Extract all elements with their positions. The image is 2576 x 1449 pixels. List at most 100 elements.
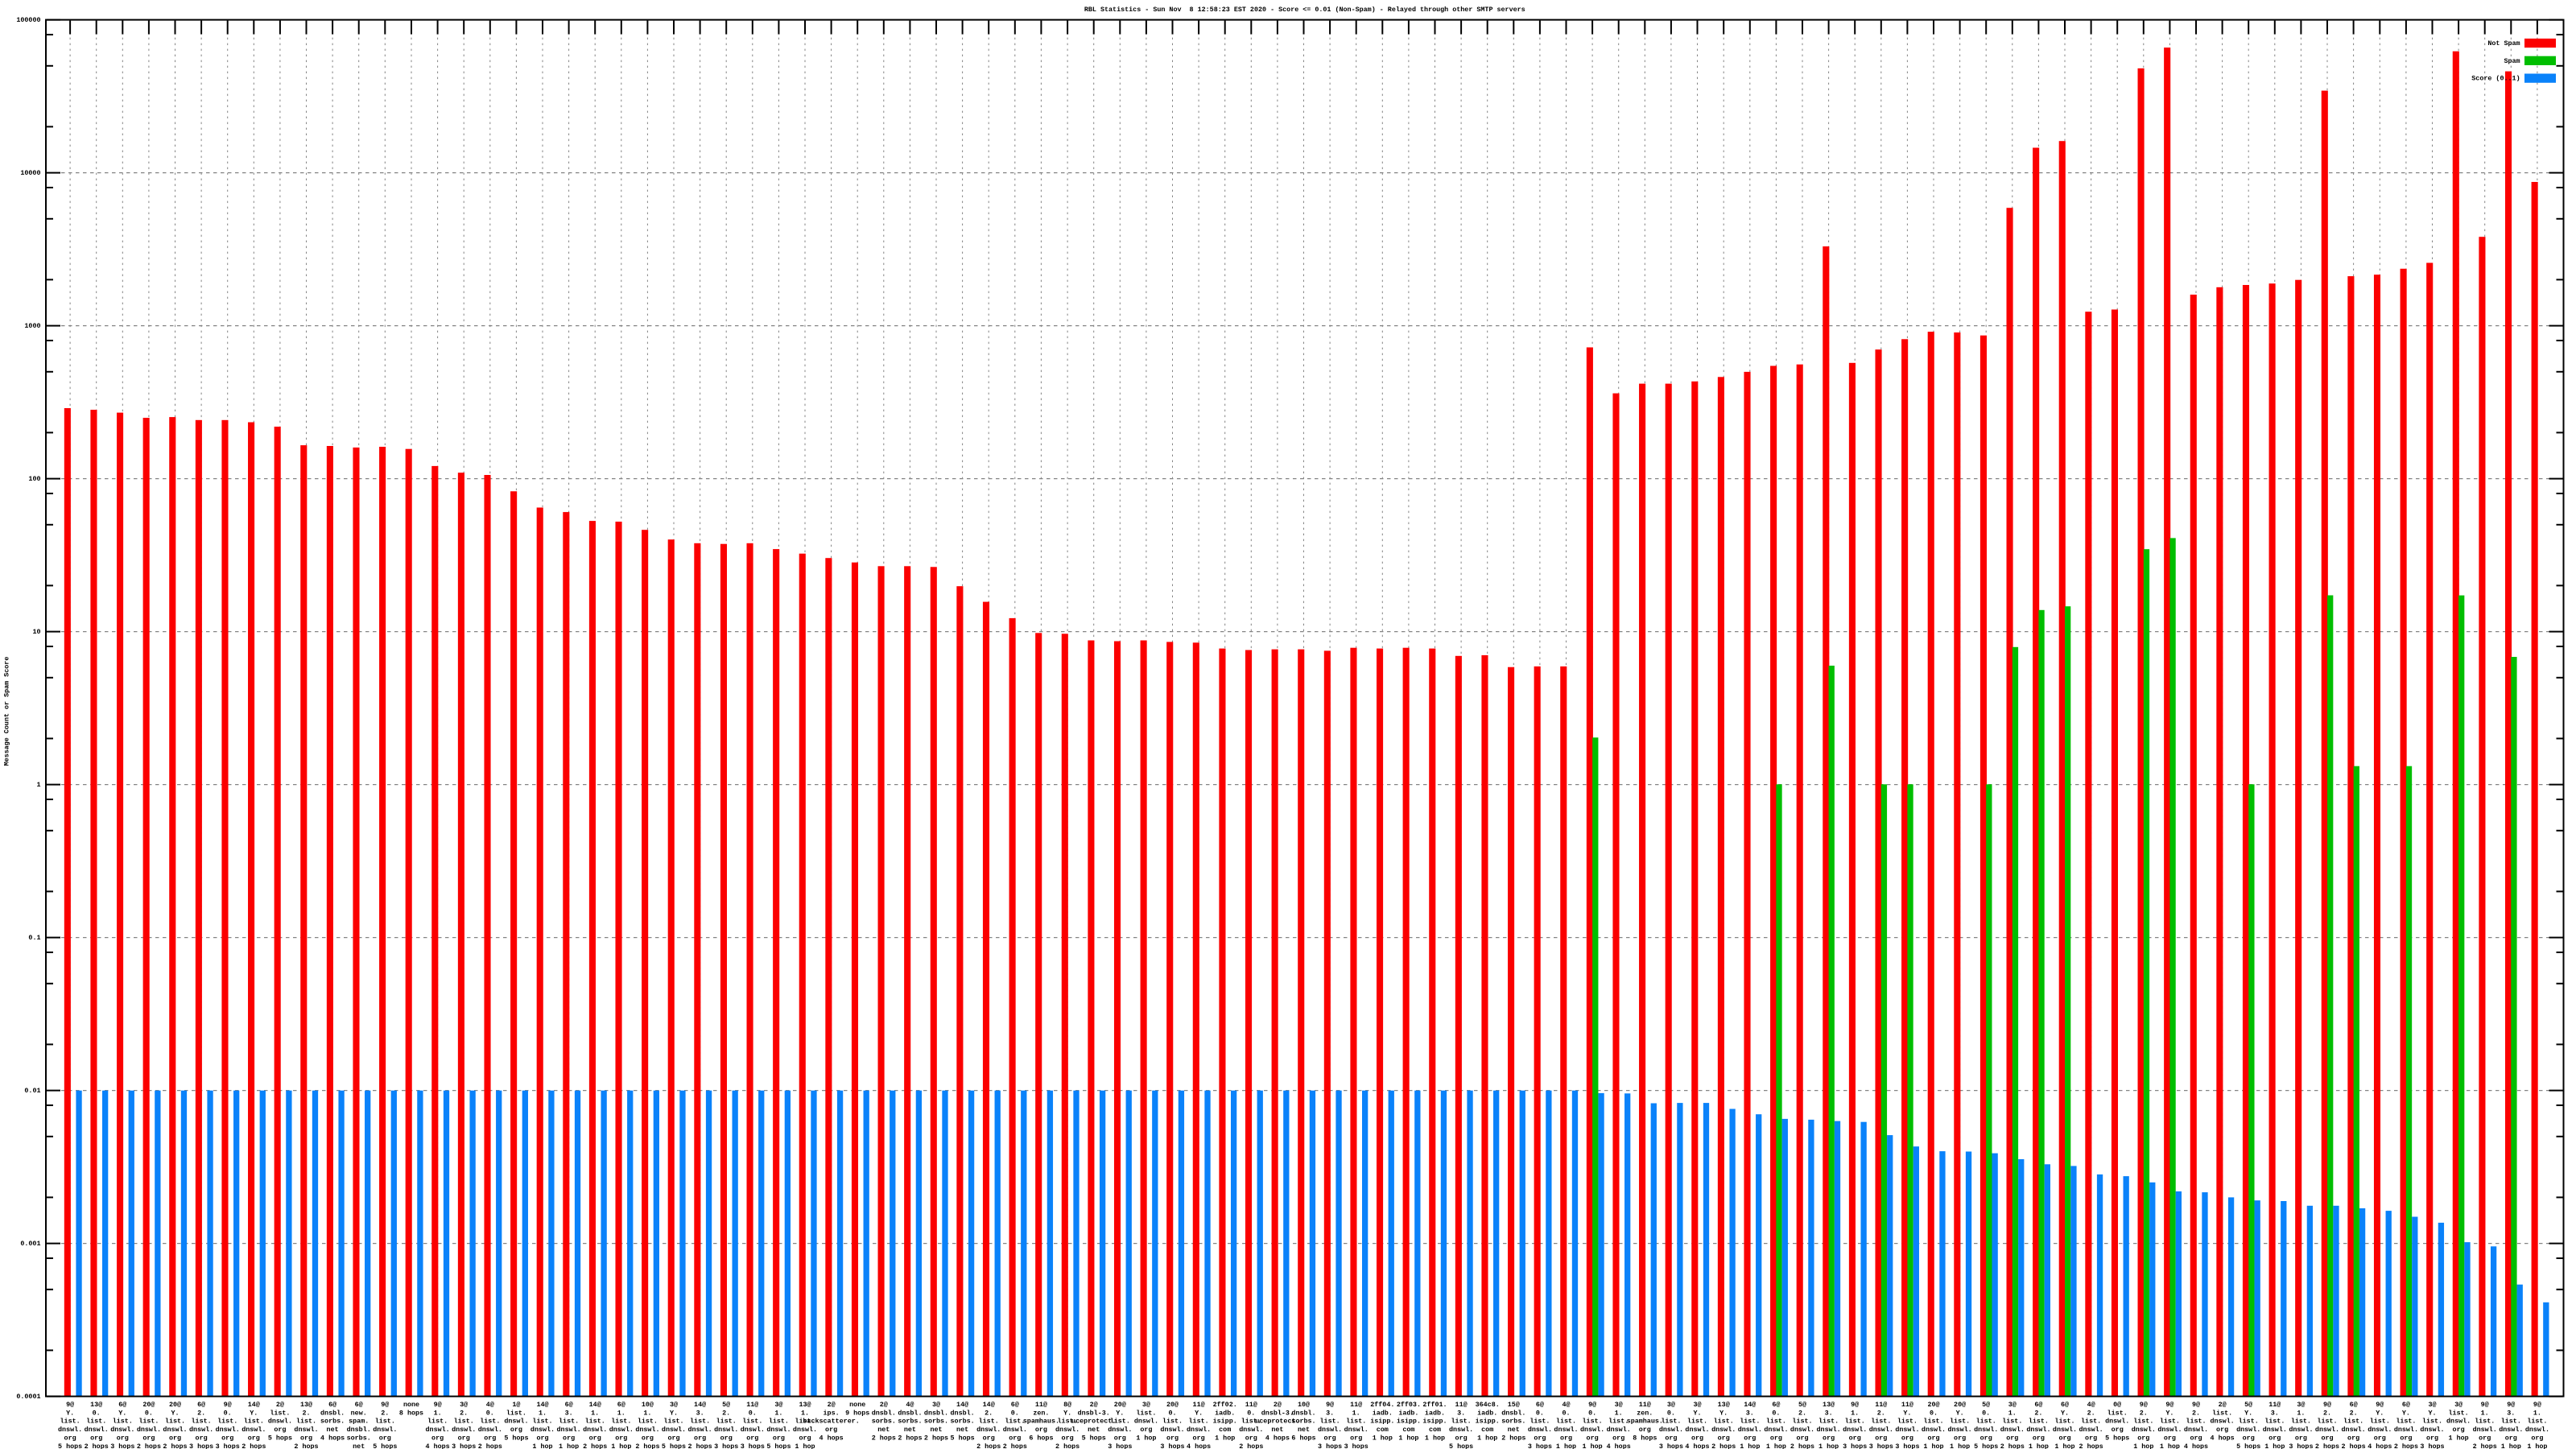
svg-text:dnswl.: dnswl. <box>1738 1426 1762 1434</box>
svg-text:0.: 0. <box>1772 1409 1780 1417</box>
svg-text:11@: 11@ <box>1245 1401 1257 1409</box>
svg-text:dnswl.: dnswl. <box>294 1426 318 1434</box>
svg-text:com: com <box>1429 1426 1441 1434</box>
svg-text:list.: list. <box>1058 1418 1078 1426</box>
svg-text:2 hops: 2 hops <box>635 1443 659 1449</box>
svg-text:dnswl.: dnswl. <box>137 1426 161 1434</box>
svg-text:13@: 13@ <box>300 1401 312 1409</box>
svg-text:6@: 6@ <box>2402 1401 2410 1409</box>
svg-text:list.: list. <box>795 1418 815 1426</box>
svg-text:net: net <box>1508 1426 1520 1434</box>
svg-text:org: org <box>694 1435 706 1443</box>
svg-text:dnswl.: dnswl. <box>1607 1426 1631 1434</box>
svg-text:3@: 3@ <box>1615 1401 1623 1409</box>
svg-text:2.: 2. <box>1798 1409 1806 1417</box>
svg-text:dnswl.: dnswl. <box>2525 1426 2549 1434</box>
svg-text:3 hops: 3 hops <box>216 1443 240 1449</box>
svg-text:com: com <box>1377 1426 1389 1434</box>
svg-text:9 hops: 9 hops <box>845 1409 869 1417</box>
svg-text:org: org <box>1954 1435 1966 1443</box>
svg-text:list.: list. <box>1818 1418 1839 1426</box>
svg-text:dnswl.: dnswl. <box>1344 1426 1368 1434</box>
svg-text:org: org <box>90 1435 102 1443</box>
svg-text:list.: list. <box>454 1418 474 1426</box>
svg-text:list.: list. <box>1556 1418 1576 1426</box>
svg-text:iadb.: iadb. <box>1425 1409 1445 1417</box>
svg-text:uceprotect.: uceprotect. <box>1255 1418 1299 1426</box>
svg-text:3.: 3. <box>2271 1409 2279 1417</box>
svg-text:Y.: Y. <box>1116 1409 1124 1417</box>
svg-text:5 hops: 5 hops <box>1449 1443 1473 1449</box>
svg-text:1.: 1. <box>1615 1409 1623 1417</box>
svg-text:net: net <box>1088 1426 1100 1434</box>
svg-text:3 hops: 3 hops <box>452 1443 476 1449</box>
svg-text:11@: 11@ <box>1901 1401 1913 1409</box>
svg-text:list.: list. <box>1740 1418 1760 1426</box>
svg-text:org: org <box>2505 1435 2517 1443</box>
svg-text:org: org <box>1560 1435 1572 1443</box>
svg-text:org: org <box>1245 1435 1257 1443</box>
svg-text:1.: 1. <box>617 1409 625 1417</box>
svg-text:2 hops: 2 hops <box>478 1443 502 1449</box>
svg-text:8 hops: 8 hops <box>399 1409 423 1417</box>
svg-text:2 hops: 2 hops <box>137 1443 161 1449</box>
svg-text:2 hops: 2 hops <box>2315 1443 2339 1449</box>
svg-text:list.: list. <box>690 1418 710 1426</box>
svg-text:1 hop: 1 hop <box>1740 1443 1760 1449</box>
svg-text:dnswl.: dnswl. <box>110 1426 134 1434</box>
svg-text:list.: list. <box>113 1418 133 1426</box>
svg-text:9@: 9@ <box>2140 1401 2148 1409</box>
svg-text:5@: 5@ <box>2244 1401 2252 1409</box>
svg-text:11@: 11@ <box>1350 1401 1362 1409</box>
svg-text:Y.: Y. <box>1956 1409 1964 1417</box>
svg-text:Y.: Y. <box>1903 1409 1911 1417</box>
svg-text:dnswl.: dnswl. <box>557 1426 581 1434</box>
svg-text:3 hops: 3 hops <box>2420 1443 2444 1449</box>
svg-text:2ff02.: 2ff02. <box>1213 1401 1237 1409</box>
svg-text:5@: 5@ <box>722 1401 730 1409</box>
svg-text:6@: 6@ <box>617 1401 625 1409</box>
svg-text:9@: 9@ <box>2192 1401 2200 1409</box>
svg-text:2 hops: 2 hops <box>1790 1443 1814 1449</box>
svg-text:list.: list. <box>427 1418 448 1426</box>
svg-text:1 hop: 1 hop <box>1583 1443 1603 1449</box>
svg-text:0.: 0. <box>224 1409 232 1417</box>
svg-text:org: org <box>274 1426 286 1434</box>
svg-text:dnswl.: dnswl. <box>714 1426 738 1434</box>
svg-text:1 hop: 1 hop <box>2160 1443 2180 1449</box>
svg-text:4@: 4@ <box>2087 1401 2095 1409</box>
svg-text:com: com <box>1481 1426 1493 1434</box>
svg-text:Y.: Y. <box>171 1409 179 1417</box>
svg-text:isipp.: isipp. <box>1422 1418 1447 1426</box>
svg-text:1000: 1000 <box>24 322 40 330</box>
svg-text:dnswl.: dnswl. <box>793 1426 817 1434</box>
svg-text:org: org <box>1796 1435 1808 1443</box>
svg-text:3.: 3. <box>1326 1409 1334 1417</box>
svg-text:1 hop: 1 hop <box>1425 1435 1445 1443</box>
svg-text:13@: 13@ <box>1718 1401 1730 1409</box>
svg-text:list.: list. <box>1005 1418 1025 1426</box>
svg-text:6@: 6@ <box>1772 1401 1780 1409</box>
svg-text:3.: 3. <box>1746 1409 1754 1417</box>
svg-text:list.: list. <box>270 1409 290 1417</box>
svg-text:20@: 20@ <box>1954 1401 1966 1409</box>
svg-text:4 hops: 4 hops <box>426 1443 450 1449</box>
svg-text:3 hops: 3 hops <box>2289 1443 2313 1449</box>
svg-text:isipp.: isipp. <box>1213 1418 1237 1426</box>
svg-text:dnswl.: dnswl. <box>2026 1426 2050 1434</box>
svg-text:5 hops: 5 hops <box>268 1435 292 1443</box>
svg-text:2@: 2@ <box>828 1401 836 1409</box>
svg-text:list.: list. <box>2475 1418 2495 1426</box>
svg-text:10@: 10@ <box>642 1401 654 1409</box>
svg-text:org: org <box>1062 1435 1074 1443</box>
svg-text:org: org <box>1114 1435 1126 1443</box>
svg-text:4 hops: 4 hops <box>320 1435 345 1443</box>
svg-text:3 hops: 3 hops <box>1160 1443 1184 1449</box>
svg-text:org: org <box>2321 1435 2333 1443</box>
svg-text:org: org <box>2453 1426 2465 1434</box>
svg-text:net: net <box>353 1443 365 1449</box>
svg-text:9@: 9@ <box>66 1401 74 1409</box>
svg-text:0.: 0. <box>1667 1409 1675 1417</box>
svg-text:13@: 13@ <box>1823 1401 1835 1409</box>
svg-text:1 hop: 1 hop <box>1373 1435 1393 1443</box>
